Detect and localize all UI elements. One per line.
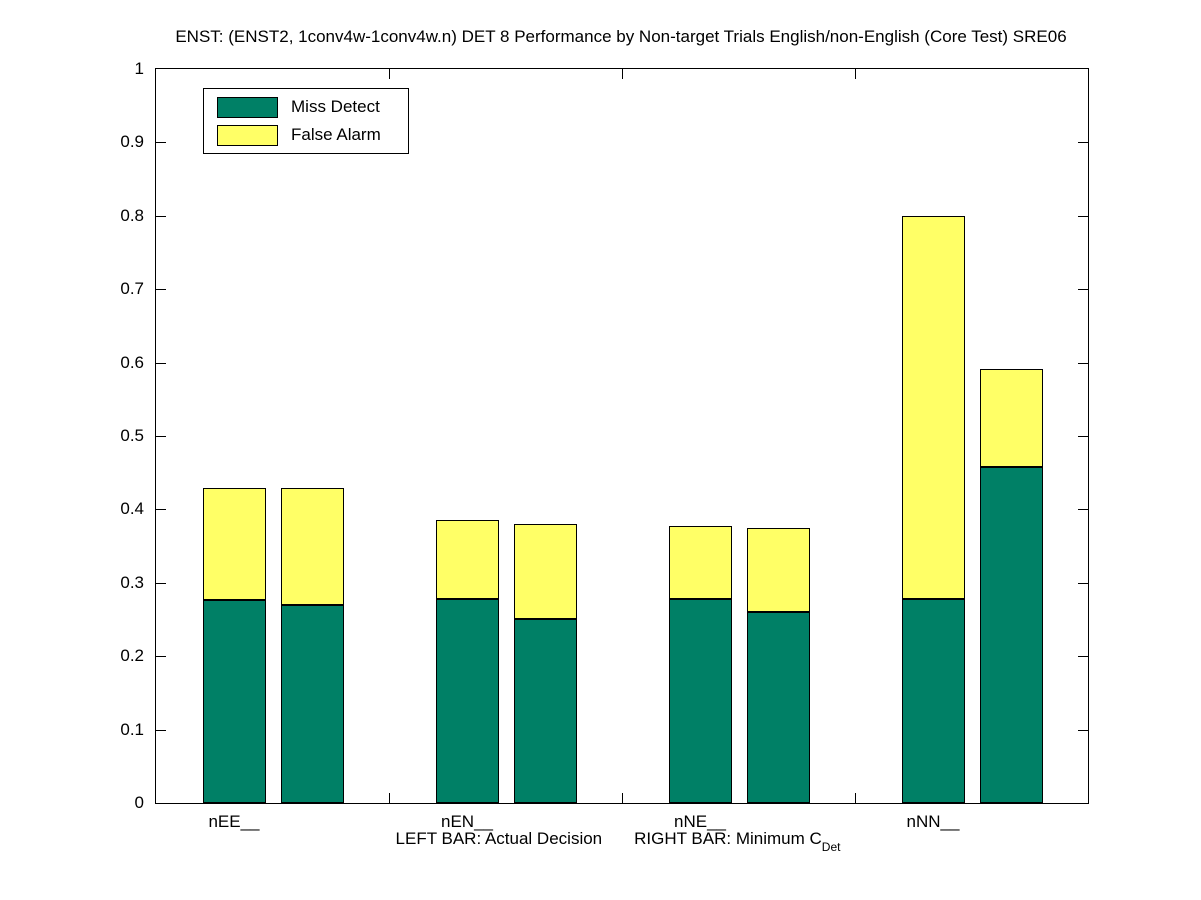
y-tick: [156, 216, 166, 217]
bar-nNN__-minimum-false-alarm: [980, 369, 1043, 467]
y-tick: [1078, 142, 1088, 143]
y-tick: [1078, 656, 1088, 657]
y-tick-label: 0.7: [120, 279, 144, 298]
bar-nEE__-minimum-miss-detect: [281, 605, 344, 803]
xlabel-left-bar-text: LEFT BAR: Actual Decision: [395, 829, 603, 848]
y-tick: [156, 509, 166, 510]
bar-nNN__-minimum-miss-detect: [980, 467, 1043, 803]
legend-label-false-alarm: False Alarm: [291, 125, 381, 144]
y-tick-label: 0.6: [120, 353, 144, 372]
bar-nEN__-actual-false-alarm: [436, 520, 499, 599]
bar-nEN__-minimum-false-alarm: [514, 524, 577, 619]
y-tick: [156, 583, 166, 584]
plot-area: Miss Detect False Alarm 0 0.1 0.2 0.3 0.4 0.5…: [120, 59, 1089, 831]
x-tick: [622, 69, 623, 79]
y-tick-label: 1: [134, 59, 144, 78]
bar-nEE__-minimum-false-alarm: [281, 488, 344, 605]
y-tick: [156, 730, 166, 731]
x-tick: [389, 793, 390, 803]
xlabel-right-bar-text: RIGHT BAR: Minimum C: [634, 829, 822, 848]
bar-nEN__-actual-miss-detect: [436, 599, 499, 803]
y-tick-label: 0.9: [120, 132, 144, 151]
bar-nNE__-minimum-miss-detect: [747, 612, 810, 803]
y-tick: [1078, 363, 1088, 364]
bar-nEE__-actual-false-alarm: [203, 488, 266, 600]
bar-nNN__-actual-miss-detect: [902, 599, 965, 803]
y-tick-label: 0.1: [120, 720, 144, 739]
false-alarm-swatch-icon: [217, 124, 278, 146]
y-tick-label: 0.8: [120, 206, 144, 225]
y-tick: [156, 436, 166, 437]
x-tick-label: nEE__: [208, 812, 260, 831]
y-tick: [1078, 583, 1088, 584]
legend-entry-miss-detect: Miss Detect: [217, 96, 408, 118]
bar-nNN__-actual-false-alarm: [902, 216, 965, 599]
xlabel-subscript: Det: [821, 840, 841, 855]
legend: Miss Detect False Alarm: [203, 88, 409, 154]
bar-nEN__-minimum-miss-detect: [514, 619, 577, 803]
y-tick: [1078, 216, 1088, 217]
bar-nNE__-actual-miss-detect: [669, 599, 732, 803]
y-tick: [1078, 730, 1088, 731]
x-axis-label: LEFT BAR: Actual Decision RIGHT BAR: Mini…: [395, 829, 841, 855]
x-tick: [622, 793, 623, 803]
y-tick: [156, 142, 166, 143]
y-tick: [1078, 289, 1088, 290]
x-tick-label: nNE__: [674, 812, 726, 831]
chart-title: ENST: (ENST2, 1conv4w-1conv4w.n) DET 8 P…: [175, 27, 1067, 46]
y-tick: [1078, 436, 1088, 437]
legend-entry-false-alarm: False Alarm: [217, 124, 408, 146]
bar-nEE__-actual-miss-detect: [203, 600, 266, 803]
x-tick: [855, 69, 856, 79]
bar-nNE__-actual-false-alarm: [669, 526, 732, 599]
bar-nNE__-minimum-false-alarm: [747, 528, 810, 612]
x-tick: [389, 69, 390, 79]
y-tick: [1078, 509, 1088, 510]
x-tick-label: nEN__: [441, 812, 493, 831]
x-tick: [855, 793, 856, 803]
y-tick-label: 0: [134, 793, 144, 812]
y-tick: [156, 656, 166, 657]
y-tick-label: 0.4: [120, 499, 144, 518]
x-tick-label: nNN__: [906, 812, 960, 831]
y-tick-label: 0.3: [120, 573, 144, 592]
y-tick: [156, 289, 166, 290]
miss-detect-swatch-icon: [217, 96, 278, 118]
y-tick-label: 0.5: [120, 426, 144, 445]
y-tick: [156, 363, 166, 364]
y-tick-label: 0.2: [120, 646, 144, 665]
legend-label-miss-detect: Miss Detect: [291, 97, 380, 116]
